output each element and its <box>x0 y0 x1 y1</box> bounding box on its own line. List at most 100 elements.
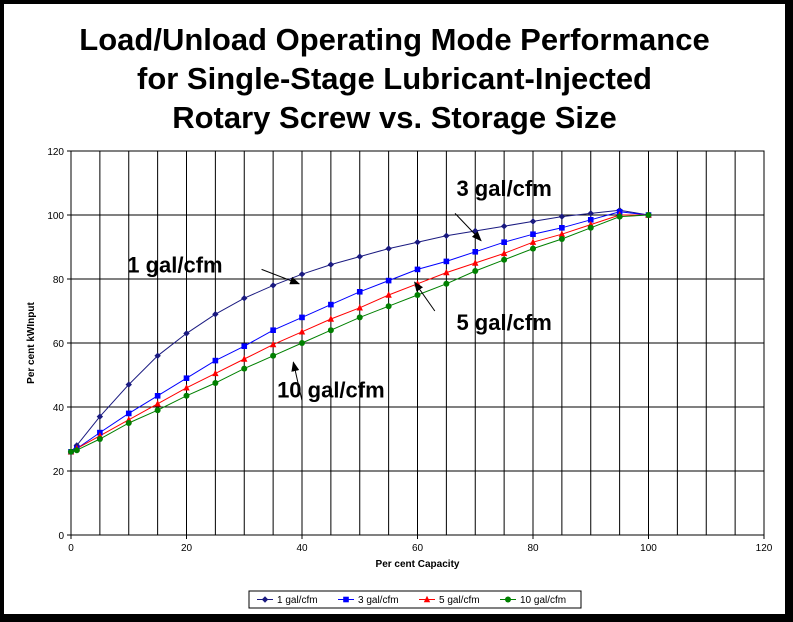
data-point <box>529 238 537 245</box>
data-point <box>269 282 277 289</box>
x-tick-label: 0 <box>68 543 74 554</box>
data-point <box>327 327 334 334</box>
annotation-label: 10 gal/cfm <box>277 377 385 402</box>
data-point <box>472 268 479 274</box>
data-point <box>154 393 161 399</box>
legend-marker <box>343 596 349 603</box>
data-point <box>96 413 104 420</box>
data-point <box>645 212 652 218</box>
legend-label: 3 gal/cfm <box>358 595 399 606</box>
data-point <box>587 217 594 223</box>
data-point <box>385 245 392 252</box>
data-point <box>212 380 219 386</box>
axes <box>67 150 765 539</box>
chart-title: Load/Unload Operating Mode Performance f… <box>4 20 785 137</box>
data-point <box>530 231 536 237</box>
x-tick-label: 40 <box>296 543 308 554</box>
data-point <box>558 236 565 242</box>
x-tick-label: 80 <box>527 543 539 554</box>
data-point <box>212 311 219 318</box>
data-point <box>530 245 536 252</box>
data-point <box>241 343 248 349</box>
legend-label: 1 gal/cfm <box>277 595 318 606</box>
data-point <box>443 258 450 265</box>
chart-title-line-3: Rotary Screw vs. Storage Size <box>172 100 617 135</box>
data-point <box>183 330 190 337</box>
tick-labels: 0 20 40 60 80 100 120 0 20 40 60 80 100 120 <box>47 147 772 554</box>
data-point <box>472 259 479 266</box>
data-point <box>212 369 219 377</box>
data-point <box>154 400 161 407</box>
data-point <box>125 420 132 426</box>
data-point <box>501 256 508 263</box>
data-point <box>298 271 306 278</box>
annotation-arrow <box>291 361 303 401</box>
chart-title-line-2: for Single-Stage Lubricant-Injected <box>137 61 652 96</box>
y-tick-label: 40 <box>53 403 65 414</box>
data-point <box>385 277 392 284</box>
legend: 1 gal/cfm 3 gal/cfm 5 gal/cfm 10 gal/cfm <box>248 590 582 609</box>
legend-label: 5 gal/cfm <box>439 595 480 606</box>
data-point <box>328 301 334 308</box>
series-line-2 <box>70 211 649 453</box>
data-point <box>501 239 507 245</box>
data-point <box>472 227 479 235</box>
y-tick-label: 80 <box>53 275 65 286</box>
data-point <box>299 314 305 321</box>
x-tick-label: 100 <box>640 543 657 554</box>
y-tick-label: 20 <box>53 467 65 478</box>
data-point <box>443 268 450 276</box>
data-point <box>241 365 248 372</box>
legend-marker <box>505 596 511 603</box>
grid-lines <box>71 151 764 535</box>
data-point <box>327 315 335 322</box>
annotation-arrow <box>261 268 301 285</box>
y-tick-label: 0 <box>58 531 64 542</box>
x-tick-label: 60 <box>412 543 424 554</box>
annotation-label: 1 gal/cfm <box>127 253 222 278</box>
data-point <box>241 295 248 302</box>
data-point <box>559 225 565 231</box>
data-point <box>356 304 363 311</box>
x-axis-label: Per cent Capacity <box>376 559 460 570</box>
data-point <box>241 355 248 362</box>
series-markers <box>67 207 652 455</box>
annotation-label: 3 gal/cfm <box>456 176 551 201</box>
data-point <box>270 327 276 333</box>
data-point <box>414 266 421 273</box>
data-point <box>356 253 363 260</box>
data-point <box>96 436 103 442</box>
data-point <box>414 239 421 246</box>
series-line-1 <box>70 209 649 453</box>
chart-frame: Load/Unload Operating Mode Performance f… <box>3 3 786 615</box>
data-point <box>299 340 305 346</box>
legend-box <box>248 590 582 609</box>
data-point <box>212 357 219 364</box>
legend-marker <box>423 595 431 603</box>
data-point <box>616 213 623 220</box>
data-point <box>500 249 508 257</box>
chart-title-line-1: Load/Unload Operating Mode Performance <box>79 22 710 57</box>
legend-label: 10 gal/cfm <box>520 595 566 606</box>
data-point <box>356 314 363 321</box>
data-point <box>269 340 277 348</box>
x-tick-label: 20 <box>181 543 193 554</box>
legend-marker <box>261 596 269 603</box>
data-point <box>73 447 80 454</box>
data-point <box>183 375 190 381</box>
data-point <box>414 292 421 298</box>
data-point <box>154 407 161 414</box>
data-point <box>558 213 566 220</box>
data-point <box>443 232 450 239</box>
annotation-label: 5 gal/cfm <box>456 310 551 335</box>
series-line-4 <box>70 214 649 453</box>
data-point <box>443 280 450 287</box>
data-point <box>529 218 537 225</box>
data-point <box>327 261 335 268</box>
data-point <box>385 303 392 310</box>
annotations: 1 gal/cfm 3 gal/cfm 5 gal/cfm 10 gal/cfm <box>127 176 552 403</box>
y-axis-label: Per cent kWInput <box>26 301 37 383</box>
series-line-3 <box>70 214 649 453</box>
data-point <box>385 291 392 298</box>
data-point <box>298 328 306 335</box>
